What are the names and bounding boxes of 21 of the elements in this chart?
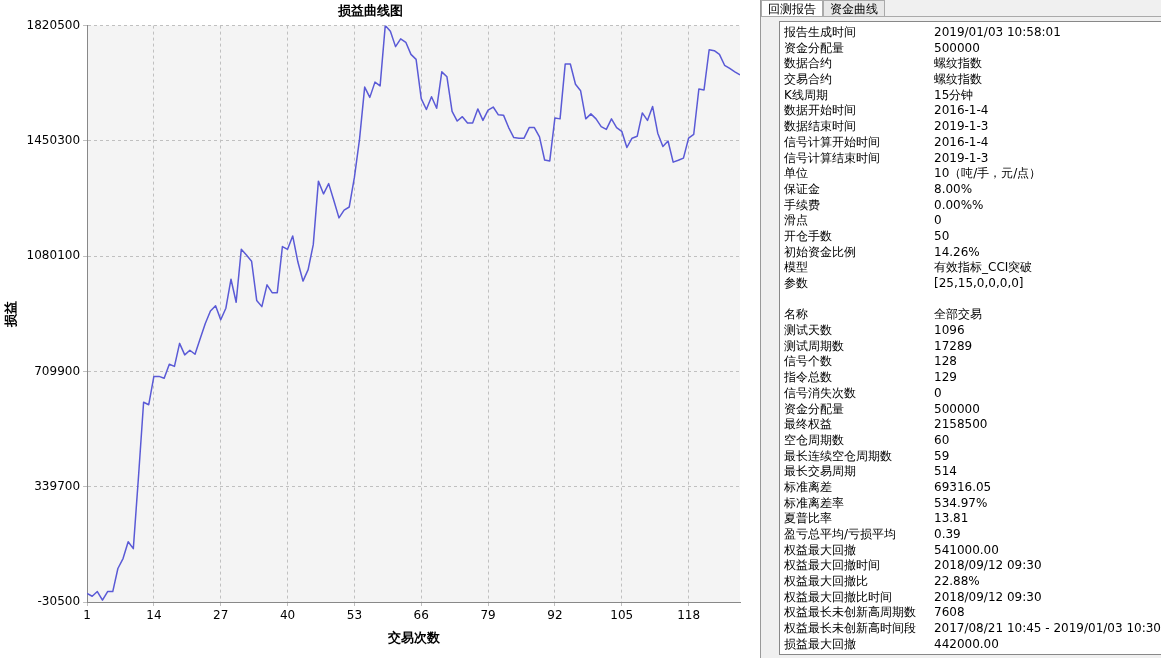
x-tick-label: 105 [610, 608, 634, 623]
x-axis-title: 交易次数 [386, 629, 441, 645]
x-tick-label: 118 [677, 608, 701, 623]
y-tick-label: 709900 [34, 363, 81, 378]
text: 资金曲线 [823, 0, 885, 16]
y-axis-title: 损益 [3, 300, 19, 328]
x-tick-label: 92 [547, 608, 563, 623]
text: 回测报告 [761, 0, 823, 16]
x-tick-label: 79 [480, 608, 496, 623]
y-tick-label: 1820500 [26, 17, 81, 32]
x-tick-label: 53 [346, 608, 363, 623]
chart-title: 损益曲线图 [336, 3, 403, 19]
x-tick-label: 40 [279, 608, 296, 623]
x-tick-label: 14 [146, 608, 162, 623]
y-tick-label: 339700 [34, 478, 81, 493]
y-tick-label: 1080100 [26, 248, 81, 263]
y-tick-label: 1450300 [26, 133, 81, 148]
x-tick-label: 66 [413, 608, 429, 623]
x-tick-label: 1 [83, 608, 91, 623]
y-tick-label: -30500 [37, 594, 81, 609]
x-tick-label: 27 [213, 608, 229, 623]
